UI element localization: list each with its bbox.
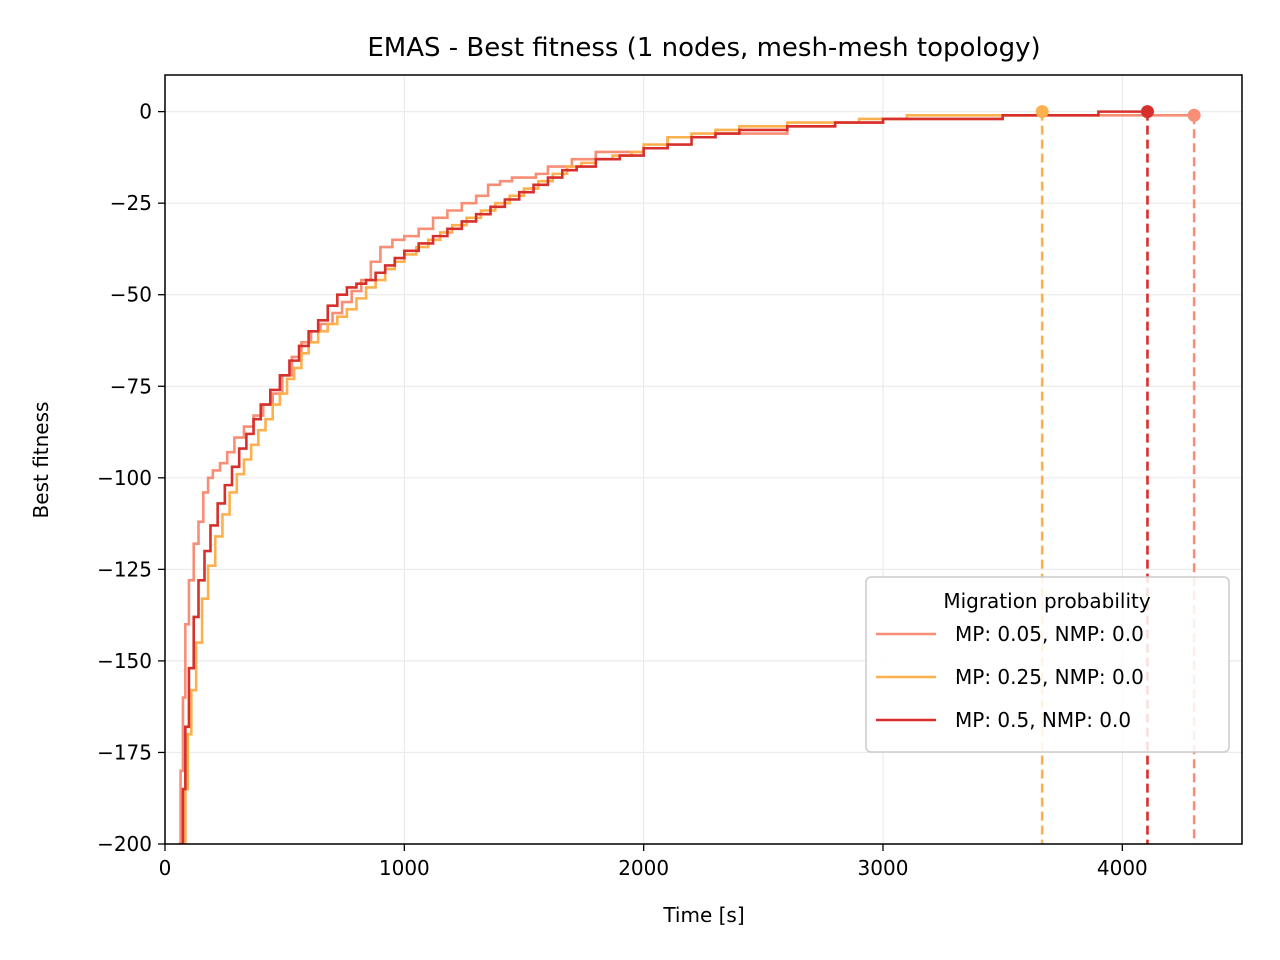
x-tick-label: 0 xyxy=(159,856,172,880)
legend-label: MP: 0.5, NMP: 0.0 xyxy=(955,708,1131,732)
chart-title: EMAS - Best fitness (1 nodes, mesh-mesh … xyxy=(367,33,1040,63)
end-marker-3 xyxy=(1140,105,1154,119)
legend-label: MP: 0.05, NMP: 0.0 xyxy=(955,622,1144,646)
legend: Migration probability MP: 0.05, NMP: 0.0… xyxy=(865,576,1230,753)
x-tick-label: 1000 xyxy=(379,856,430,880)
end-marker-2 xyxy=(1035,105,1049,119)
y-tick-label: −50 xyxy=(110,283,152,307)
legend-label: MP: 0.25, NMP: 0.0 xyxy=(955,665,1144,689)
y-tick-label: 0 xyxy=(139,100,152,124)
y-tick-label: −175 xyxy=(97,740,152,764)
y-axis-label: Best fitness xyxy=(29,402,53,519)
plot-frame xyxy=(164,74,1243,845)
series-layer xyxy=(178,110,1195,844)
y-tick-label: −150 xyxy=(97,649,152,673)
series-line-3 xyxy=(180,110,1148,844)
x-tick-label: 3000 xyxy=(858,856,909,880)
legend-title: Migration probability xyxy=(943,589,1151,613)
x-tick-label: 4000 xyxy=(1097,856,1148,880)
y-tick-label: −25 xyxy=(110,191,152,215)
legend-box xyxy=(865,576,1230,753)
y-tick-label: −100 xyxy=(97,466,152,490)
x-axis-label: Time [s] xyxy=(662,903,744,927)
x-tick-label: 2000 xyxy=(618,856,669,880)
y-tick-label: −125 xyxy=(97,557,152,581)
axis-ticks: 0 1000 2000 3000 4000 0 −25 −50 −75 −100 −125 −150 −… xyxy=(97,100,1148,880)
y-tick-label: −75 xyxy=(110,374,152,398)
y-tick-label: −200 xyxy=(97,832,152,856)
end-marker-1 xyxy=(1187,108,1201,122)
